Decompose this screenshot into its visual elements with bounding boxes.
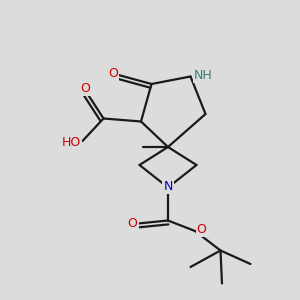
Text: NH: NH [194, 68, 212, 82]
Text: O: O [108, 67, 118, 80]
Text: O: O [81, 82, 90, 95]
Text: O: O [128, 217, 137, 230]
Text: O: O [197, 223, 206, 236]
Text: HO: HO [61, 136, 81, 149]
Text: N: N [163, 179, 173, 193]
